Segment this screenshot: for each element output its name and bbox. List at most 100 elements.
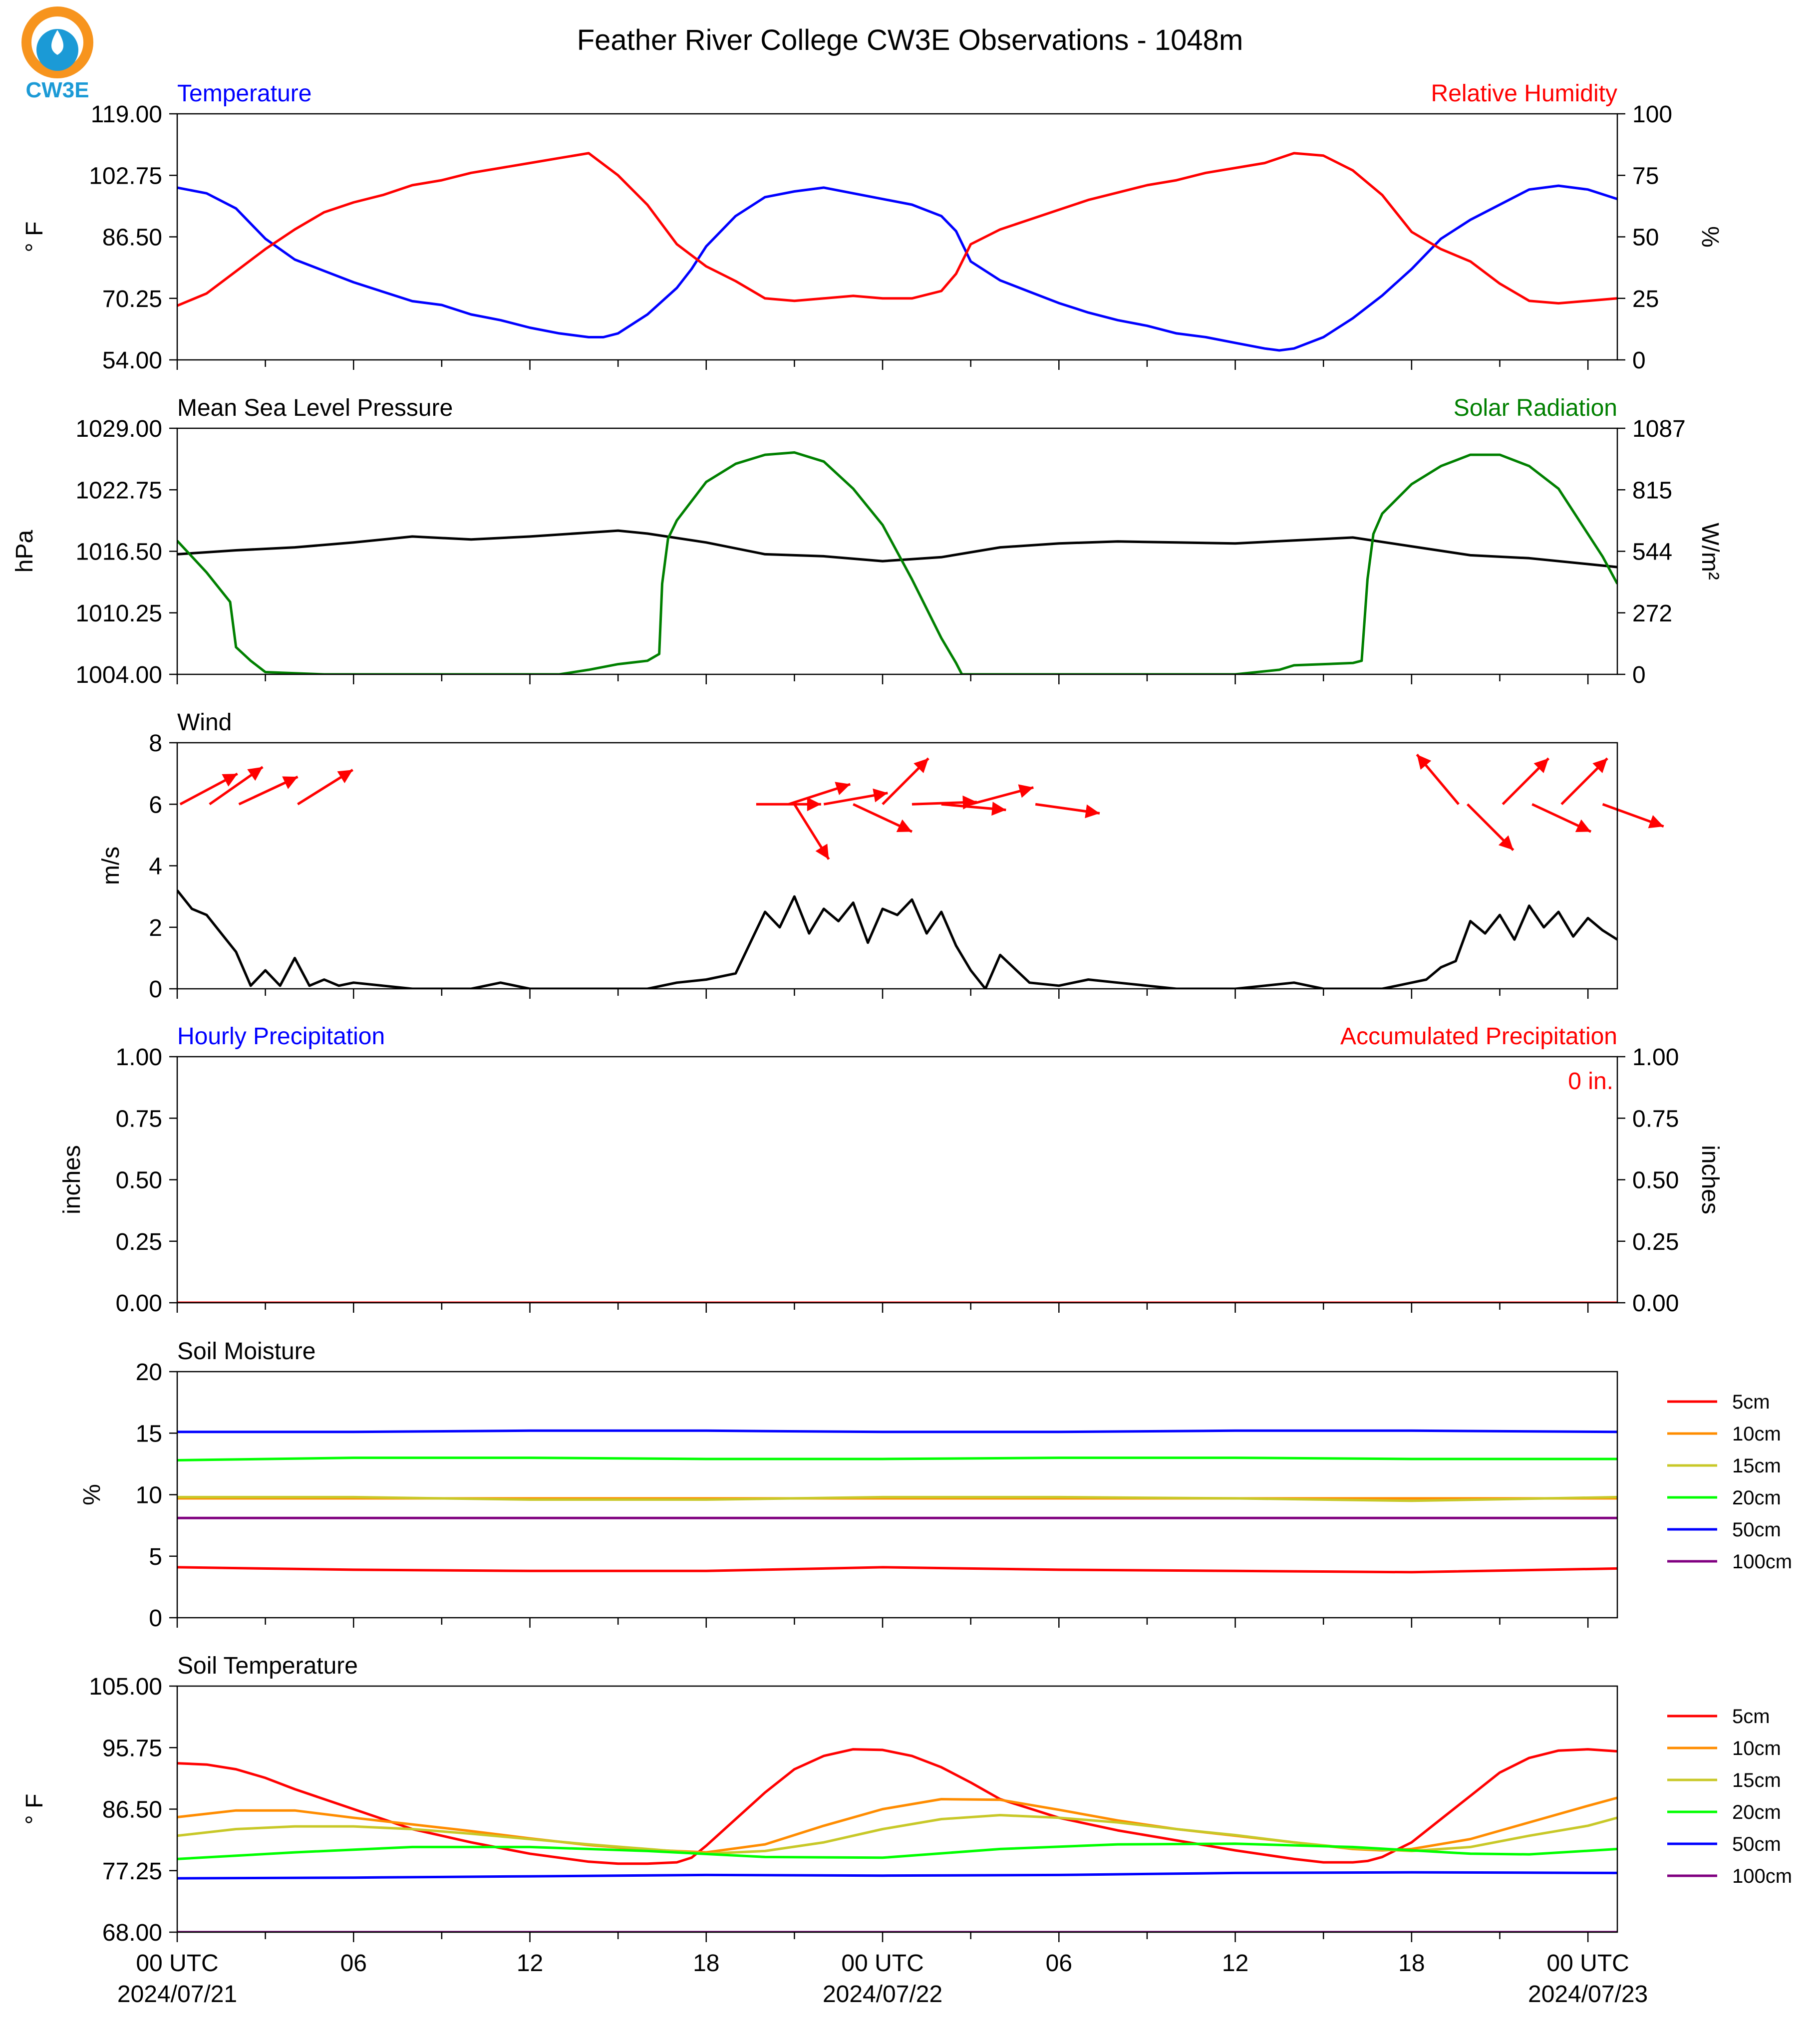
ytick-label-left: 1010.25: [75, 600, 162, 627]
wind-arrow-head-16: [1533, 758, 1549, 774]
wind-arrow-head-4: [807, 797, 821, 812]
panel-title-left: Wind: [177, 709, 232, 736]
panel-title-left: Mean Sea Level Pressure: [177, 395, 453, 421]
ytick-label-left: 10: [136, 1482, 162, 1509]
ytick-label-left: 68.00: [102, 1920, 162, 1946]
panel-title-right: Accumulated Precipitation: [1340, 1023, 1617, 1050]
ytick-label-left: 95.75: [102, 1735, 162, 1761]
ytick-label-right: 0.25: [1632, 1229, 1679, 1255]
ytick-label-left: 0: [149, 976, 162, 1003]
xdate-label: 2024/07/23: [1528, 1981, 1648, 2008]
xtick-label: 00 UTC: [841, 1950, 923, 1977]
ytick-label-left: 0.50: [116, 1167, 162, 1194]
ytick-label-left: 77.25: [102, 1858, 162, 1885]
panel-title-left: Soil Temperature: [177, 1653, 358, 1679]
series-5cm: [177, 1566, 1617, 1574]
ytick-label-right: 0.00: [1632, 1290, 1679, 1317]
ytick-label-right: 25: [1632, 286, 1659, 312]
legend-label: 15cm: [1732, 1455, 1781, 1477]
x-axis: 00 UTC 06 12 18 00 UTC 06 12 18 00 UTC 2024/07/21…: [117, 1950, 1648, 2008]
legend-label: 5cm: [1732, 1706, 1770, 1728]
ytick-label-left: 5: [149, 1544, 162, 1570]
ytick-label-left: 119.00: [91, 101, 162, 128]
legend-label: 20cm: [1732, 1487, 1781, 1509]
panel-4: 0 5 10 15 20 Soil Moisture%: [79, 1338, 1618, 1632]
ytick-label-left: 105.00: [89, 1674, 162, 1700]
ytick-label-right: 272: [1632, 600, 1672, 627]
series-relative-humidity: [177, 152, 1617, 307]
panel-5: 68.00 77.25 86.50 95.75 105.00 Soil Temperatu…: [21, 1653, 1618, 1946]
legend-label: 100cm: [1732, 1551, 1792, 1573]
panel-title-right: Relative Humidity: [1431, 80, 1617, 107]
legend-label: 15cm: [1732, 1769, 1781, 1791]
ytick-label-left: 2: [149, 915, 162, 941]
panel-3: 0.00 0.25 0.50 0.75 1.00 0.00 0.25 0.50 0.75 1.00…: [59, 1023, 1723, 1317]
wind-arrow-head-6: [815, 844, 829, 860]
panel-title-left: Hourly Precipitation: [177, 1023, 385, 1050]
ytick-label-right: 0.75: [1632, 1106, 1679, 1132]
xtick-label: 18: [1398, 1950, 1425, 1977]
wind-arrow-head-19: [1648, 815, 1664, 829]
ytick-label-right: 0: [1632, 347, 1646, 374]
ylabel-left: ° F: [21, 222, 48, 253]
ytick-label-left: 54.00: [102, 347, 162, 374]
ytick-label-left: 70.25: [102, 286, 162, 312]
ylabel-right: inches: [1697, 1145, 1723, 1214]
wind-arrow-head-5: [835, 782, 851, 796]
xtick-label: 00 UTC: [1546, 1950, 1629, 1977]
logo-ring: [21, 6, 93, 78]
series-wind: [177, 889, 1617, 989]
ytick-label-left: 0.00: [116, 1290, 162, 1317]
legend-5: 5cm 10cm 15cm 20cm 50cm 100cm: [1667, 1706, 1792, 1887]
series-temperature: [177, 184, 1617, 352]
ytick-label-left: 15: [136, 1421, 162, 1447]
ytick-label-left: 6: [149, 792, 162, 818]
series-50cm: [177, 1871, 1617, 1880]
wind-arrow-head-1: [247, 767, 263, 781]
wind-arrow-head-11: [991, 802, 1006, 816]
series-15cm: [177, 1495, 1617, 1502]
wind-arrow-head-13: [1085, 804, 1100, 819]
xtick-label: 06: [340, 1950, 367, 1977]
legend-label: 100cm: [1732, 1865, 1792, 1887]
wind-arrow-head-14: [1417, 754, 1432, 770]
ytick-label-left: 102.75: [89, 163, 162, 189]
panel-title-left: Soil Moisture: [177, 1338, 315, 1365]
wind-arrow-head-17: [1575, 819, 1591, 833]
ytick-label-right: 544: [1632, 539, 1672, 566]
series-5cm: [177, 1748, 1617, 1865]
panel-0: 54.00 70.25 86.50 102.75 119.00 0 25 50 75 100 Tem…: [21, 80, 1723, 374]
ylabel-left: hPa: [11, 530, 38, 573]
wind-arrow-head-7: [873, 788, 888, 803]
series-solar-radiation: [177, 451, 1617, 674]
legend-label: 50cm: [1732, 1519, 1781, 1541]
ylabel-left: inches: [59, 1145, 85, 1214]
legend-label: 50cm: [1732, 1833, 1781, 1855]
ytick-label-right: 100: [1632, 101, 1672, 128]
series-20cm: [177, 1842, 1617, 1860]
xtick-label: 18: [693, 1950, 719, 1977]
logo-drop-highlight: [51, 30, 64, 55]
ytick-label-left: 1016.50: [75, 539, 162, 566]
wind-arrow-head-8: [896, 819, 912, 833]
series-mean-sea-level-pressure: [177, 529, 1617, 569]
ytick-label-left: 1029.00: [75, 416, 162, 442]
ytick-label-right: 50: [1632, 225, 1659, 251]
precip-annotation: 0 in.: [1568, 1068, 1613, 1095]
wind-arrow-head-12: [1018, 784, 1034, 798]
ytick-label-left: 86.50: [102, 1797, 162, 1823]
ytick-label-right: 1087: [1632, 416, 1686, 442]
xtick-label: 12: [517, 1950, 543, 1977]
logo-text: CW3E: [25, 78, 89, 102]
ylabel-left: m/s: [98, 847, 124, 885]
ytick-label-right: 0.50: [1632, 1167, 1679, 1194]
panel-title-right: Solar Radiation: [1454, 395, 1617, 421]
wind-arrow-head-15: [1498, 835, 1514, 851]
logo: CW3E: [21, 6, 93, 102]
ylabel-left: %: [79, 1484, 105, 1505]
chart-title: Feather River College CW3E Observations …: [577, 24, 1243, 56]
ytick-label-right: 75: [1632, 163, 1659, 189]
series-20cm: [177, 1456, 1617, 1461]
wind-arrow-head-9: [913, 758, 928, 774]
